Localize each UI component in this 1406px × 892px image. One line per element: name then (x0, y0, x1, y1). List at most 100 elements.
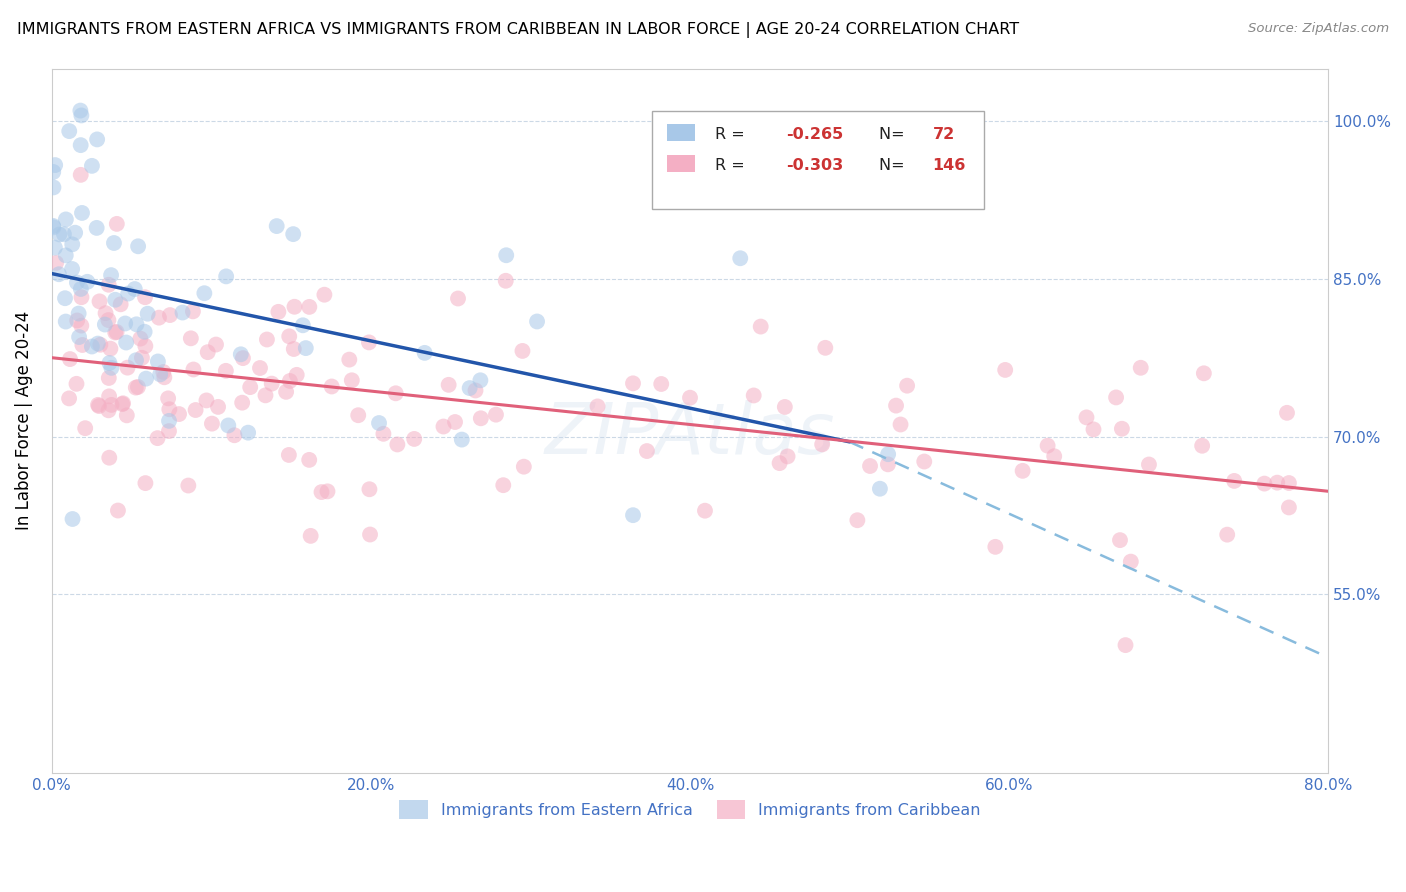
Point (1119, 555, 1142, 569)
Point (97, 403, 120, 417)
Point (193, 286, 215, 301)
Point (201, 417, 224, 431)
Point (239, 380, 262, 394)
Point (485, 408, 508, 422)
Point (97, 371, 120, 385)
Point (98, 450, 121, 465)
Point (146, 431, 169, 445)
Point (359, 482, 381, 496)
Point (1278, 476, 1301, 491)
Point (67, 307, 90, 321)
Point (70, 318, 93, 333)
Point (80, 159, 103, 173)
Point (136, 307, 159, 321)
Point (994, 363, 1017, 377)
Point (224, 428, 246, 442)
Point (100, 398, 122, 412)
Point (444, 415, 467, 429)
Point (97, 313, 120, 327)
Point (730, 252, 752, 266)
Point (112, 396, 135, 410)
Point (135, 371, 157, 385)
Point (984, 540, 1007, 554)
Point (260, 376, 283, 391)
Point (98, 356, 121, 370)
Point (180, 331, 202, 345)
Point (131, 351, 153, 365)
Point (229, 347, 252, 361)
Point (146, 354, 169, 368)
Point (70, 282, 93, 296)
Point (495, 274, 517, 288)
Point (340, 373, 363, 387)
Point (66, 276, 89, 290)
Point (773, 400, 796, 414)
Point (100, 268, 122, 282)
Point (679, 391, 702, 405)
Point (134, 339, 156, 353)
Point (321, 379, 343, 393)
Text: R =: R = (716, 158, 751, 172)
Point (105, 217, 128, 231)
Point (890, 417, 912, 432)
Point (1278, 500, 1301, 515)
Point (877, 447, 900, 461)
Point (298, 300, 321, 314)
Point (125, 381, 148, 395)
Point (513, 459, 536, 474)
Point (87, 398, 110, 412)
Point (55, 314, 77, 328)
Point (1223, 474, 1246, 488)
Point (72, 338, 94, 352)
Point (55, 212, 77, 227)
Point (1265, 475, 1288, 490)
Point (167, 407, 190, 421)
Point (153, 370, 176, 384)
Point (811, 437, 834, 451)
Point (172, 305, 194, 319)
Text: -0.303: -0.303 (786, 158, 844, 172)
Point (89, 294, 111, 309)
Point (347, 408, 370, 422)
Bar (666, 155, 695, 172)
Point (846, 513, 869, 527)
Point (768, 456, 790, 470)
Point (215, 269, 238, 284)
Point (337, 352, 360, 367)
Point (104, 326, 127, 340)
Point (86, 132, 108, 146)
Point (278, 374, 301, 388)
Point (776, 450, 799, 464)
Point (42, 165, 65, 179)
Point (58, 392, 80, 406)
Point (495, 248, 517, 262)
Point (877, 458, 900, 472)
Point (1111, 422, 1133, 436)
Point (69, 103, 91, 118)
Text: IMMIGRANTS FROM EASTERN AFRICA VS IMMIGRANTS FROM CARIBBEAN IN LABOR FORCE | AGE: IMMIGRANTS FROM EASTERN AFRICA VS IMMIGR… (17, 22, 1019, 38)
Bar (666, 124, 695, 141)
Text: 146: 146 (932, 158, 966, 172)
Point (316, 484, 339, 499)
Point (55, 248, 77, 262)
Point (274, 384, 297, 399)
Legend: Immigrants from Eastern Africa, Immigrants from Caribbean: Immigrants from Eastern Africa, Immigran… (392, 794, 987, 825)
Text: -0.265: -0.265 (786, 127, 844, 142)
Point (70, 206, 93, 220)
Point (115, 335, 138, 350)
Point (1253, 476, 1275, 491)
Point (492, 478, 515, 492)
Point (66, 313, 89, 327)
Point (104, 293, 127, 307)
Point (157, 414, 180, 428)
Point (53, 291, 76, 305)
Point (450, 433, 472, 447)
Point (291, 318, 314, 333)
Point (87, 336, 110, 351)
Point (195, 393, 218, 408)
Point (44, 241, 66, 255)
Point (464, 384, 486, 398)
Point (266, 219, 288, 233)
Bar (651, 111, 984, 210)
Point (100, 342, 122, 356)
